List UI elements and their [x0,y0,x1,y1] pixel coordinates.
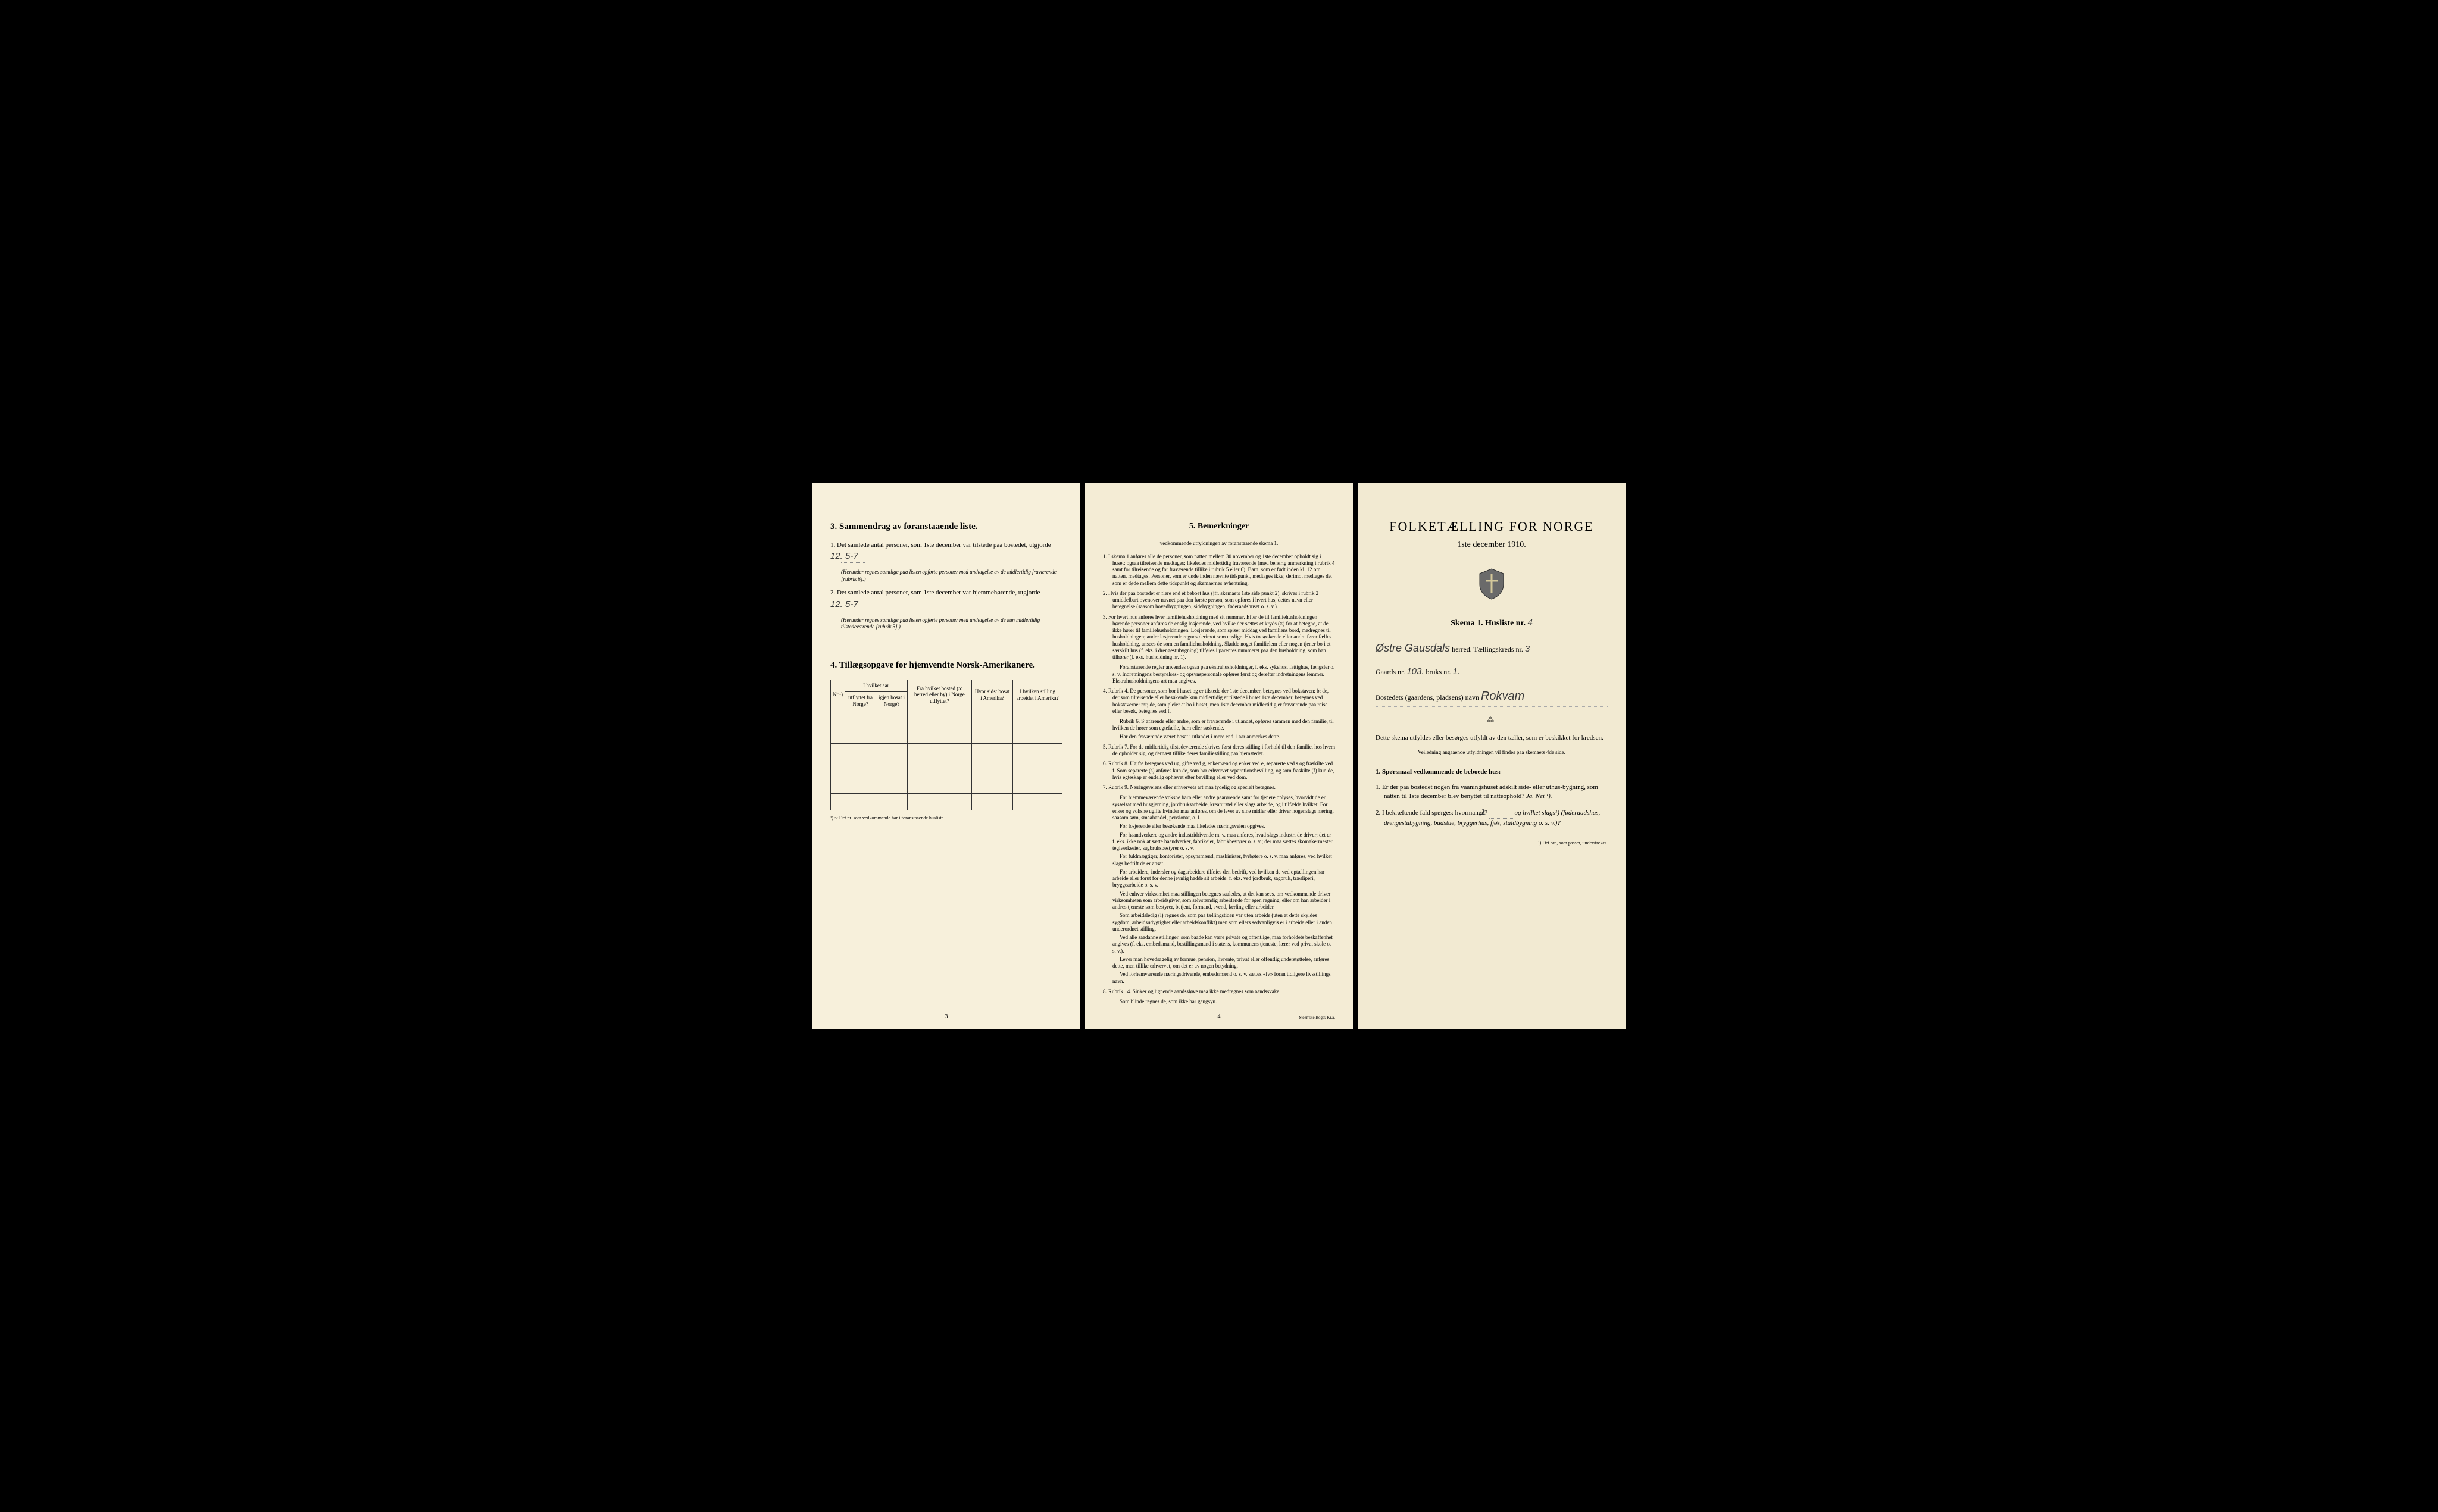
document-container: 3. Sammendrag av foranstaaende liste. 1.… [812,483,1626,1029]
bosted-value: Rokvam [1481,690,1524,703]
table-row [831,793,1062,810]
bemerk-7-sub0: For hjemmeværende voksne barn eller andr… [1112,794,1335,821]
th-col3: Hvor sidst bosat i Amerika? [971,680,1012,710]
bemerk-7-sub4: For arbeidere, indersler og dagarbeidere… [1112,869,1335,889]
page-num-3: 3 [945,1013,948,1020]
question-1: 1. Er der paa bostedet nogen fra vaaning… [1384,783,1608,802]
table-row [831,760,1062,777]
bemerk-2: 2. Hvis der paa bostedet er flere end ét… [1103,590,1335,611]
q1-nei: Nei ¹). [1536,793,1552,800]
instruction-text: Dette skema utfyldes eller besørges utfy… [1376,734,1608,743]
bruks-nr: 1. [1453,666,1461,677]
gaards-label: Gaards nr. [1376,668,1405,676]
bruks-label: bruks nr. [1426,668,1451,676]
census-date: 1ste december 1910. [1376,540,1608,550]
th-col2: Fra hvilket bosted (ɔ: herred eller by) … [907,680,971,710]
coat-of-arms-icon [1376,568,1608,606]
page-right: FOLKETÆLLING FOR NORGE 1ste december 191… [1358,483,1626,1029]
kreds-nr: 3 [1525,644,1530,654]
item2-value: 12. 5-7 [841,598,865,611]
bemerk-7-sub3: For fuldmægtiger, kontorister, opsynsmæn… [1112,853,1335,867]
table-row [831,727,1062,743]
bemerk-8: 8. Rubrik 14. Sinker og lignende aandssl… [1103,988,1335,995]
section3-title: 3. Sammendrag av foranstaaende liste. [830,522,1062,532]
th-aar-group: I hvilket aar [845,680,907,692]
separator-icon: ⁂ [1376,716,1608,725]
bemerk-1: 1. I skema 1 anføres alle de personer, s… [1103,553,1335,587]
herred-value: Østre Gausdals [1376,642,1450,654]
th-col4: I hvilken stilling arbeidet i Amerika? [1013,680,1062,710]
skema-line: Skema 1. Husliste nr. 4 [1376,618,1608,628]
right-footnote: ¹) Det ord, som passer, understrekes. [1376,840,1608,846]
section5-title: 5. Bemerkninger [1103,522,1335,531]
section4-title: 4. Tillægsopgave for hjemvendte Norsk-Am… [830,660,1062,671]
bemerk-7-sub9: Ved forhemværende næringsdrivende, embed… [1112,971,1335,985]
printer-label: Steen'ske Bogtr. Kr.a. [1299,1015,1335,1020]
emigrant-table: Nr.¹) I hvilket aar Fra hvilket bosted (… [830,680,1062,810]
bemerk-7-sub5: Ved enhver virksomhet maa stillingen bet… [1112,891,1335,911]
item1-sub: (Herunder regnes samtlige paa listen opf… [841,569,1062,583]
bemerk-7-sub7: Ved alle saadanne stillinger, som baade … [1112,934,1335,954]
item1-value: 12. 5-7 [841,550,865,563]
husliste-nr: 4 [1528,618,1533,628]
left-footnote: ¹) ɔ: Det nr. som vedkommende har i fora… [830,815,1062,821]
bemerk-4-sub2: Har den fraværende været bosat i utlande… [1112,734,1335,740]
item1-text: 1. Det samlede antal personer, som 1ste … [830,541,1051,549]
bemerk-4: 4. Rubrik 4. De personer, som bor i huse… [1103,688,1335,715]
th-nr: Nr.¹) [831,680,845,710]
question-2: 2. I bekræftende fald spørges: hvormange… [1384,806,1608,828]
skema-label: Skema 1. Husliste nr. [1451,619,1526,628]
bemerk-7-sub2: For haandverkere og andre industridriven… [1112,832,1335,852]
table-row [831,710,1062,727]
gaards-nr: 103. [1406,666,1424,677]
bemerk-3-sub: Foranstaaende regler anvendes ogsaa paa … [1112,664,1335,684]
table-row [831,777,1062,793]
bemerk-3: 3. For hvert hus anføres hver familiehus… [1103,614,1335,661]
section5-subtitle: vedkommende utfyldningen av foranstaaend… [1103,540,1335,546]
sub-instruction: Veiledning angaaende utfyldningen vil fi… [1376,749,1608,756]
herred-label: herred. Tællingskreds nr. [1452,645,1523,653]
th-col1b: igjen bosat i Norge? [876,691,907,710]
table-row [831,743,1062,760]
bosted-line: Bostedets (gaardens, pladsens) navn Rokv… [1376,687,1608,707]
main-title: FOLKETÆLLING FOR NORGE [1376,519,1608,534]
item2-sub: (Herunder regnes samtlige paa listen opf… [841,617,1062,631]
gaards-line: Gaards nr. 103. bruks nr. 1. [1376,665,1608,681]
bosted-label: Bostedets (gaardens, pladsens) navn [1376,693,1479,702]
q1-text: 1. Er der paa bostedet nogen fra vaaning… [1376,784,1598,800]
page-num-4: 4 [1218,1013,1221,1020]
q2-text: 2. I bekræftende fald spørges: hvormange… [1376,809,1487,816]
page-center: 5. Bemerkninger vedkommende utfyldningen… [1085,483,1353,1029]
summary-item-1: 1. Det samlede antal personer, som 1ste … [830,541,1062,563]
bemerk-7-sub8: Lever man hovedsagelig av formue, pensio… [1112,956,1335,970]
q1-ja: Ja. [1526,793,1534,800]
page-left: 3. Sammendrag av foranstaaende liste. 1.… [812,483,1080,1029]
bemerk-7-sub6: Som arbeidsledig (l) regnes de, som paa … [1112,912,1335,932]
bemerk-7: 7. Rubrik 9. Næringsveiens eller erhverv… [1103,784,1335,791]
summary-item-2: 2. Det samlede antal personer, som 1ste … [830,588,1062,611]
herred-line: Østre Gausdals herred. Tællingskreds nr.… [1376,640,1608,658]
bemerk-6: 6. Rubrik 8. Ugifte betegnes ved ug, gif… [1103,760,1335,781]
bemerk-4-sub1: Rubrik 6. Sjøfarende eller andre, som er… [1112,718,1335,732]
q2-value: 1 [1489,806,1513,819]
th-col1a: utflyttet fra Norge? [845,691,876,710]
item2-text: 2. Det samlede antal personer, som 1ste … [830,589,1040,596]
bemerk-8-sub: Som blinde regnes de, som ikke har gangs… [1112,998,1335,1005]
bemerk-5: 5. Rubrik 7. For de midlertidig tilstede… [1103,744,1335,757]
question-header: 1. Spørsmaal vedkommende de beboede hus: [1376,768,1608,777]
bemerk-7-sub1: For losjerende eller besøkende maa likel… [1112,823,1335,829]
